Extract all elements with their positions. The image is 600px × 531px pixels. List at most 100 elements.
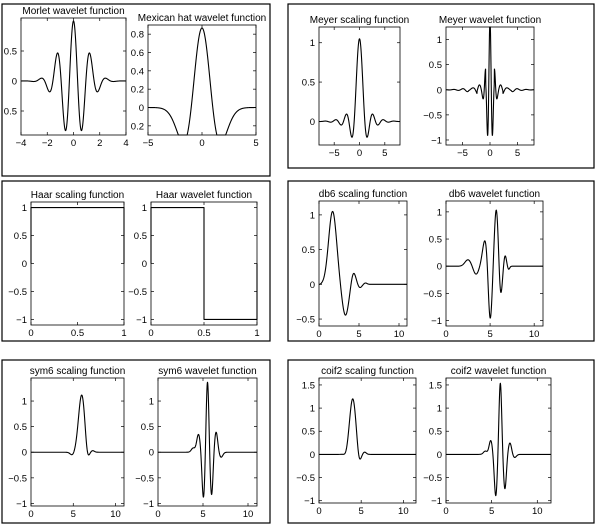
wavelet-curve-morlet bbox=[20, 20, 127, 132]
y-tick-label: −0.5 bbox=[296, 473, 315, 484]
y-tick-label: 0.5 bbox=[429, 60, 442, 71]
y-tick-label: −1 bbox=[431, 496, 442, 507]
x-tick-label: 10 bbox=[394, 329, 405, 340]
y-tick-label: 1.5 bbox=[429, 380, 442, 391]
chart-coif2_phi: coif2 scaling function 0 5 10 1.5 1 0.5 0 −0.5 −1 bbox=[296, 366, 417, 517]
y-tick-label: −0.5 bbox=[423, 473, 442, 484]
y-tick-label: 1 bbox=[437, 404, 442, 415]
x-tick-label: 0 bbox=[71, 138, 76, 149]
axes-frame bbox=[20, 17, 127, 136]
panel-frame bbox=[287, 359, 595, 524]
panel-frame bbox=[1, 180, 271, 342]
panel-frame bbox=[1, 3, 271, 177]
x-tick-label: −5 bbox=[457, 148, 468, 159]
chart-sym6_psi: sym6 wavelet function 0 5 10 1 0.5 0 −0.5 −1 bbox=[135, 366, 258, 520]
y-tick-label: 1 bbox=[437, 35, 442, 46]
y-tick-label: 0 bbox=[437, 450, 442, 461]
x-tick-label: 0 bbox=[443, 506, 448, 517]
wavelet-curve-sym6_phi bbox=[30, 394, 125, 456]
y-tick-label: −0.5 bbox=[296, 315, 315, 326]
wavelet-curve-haar_phi bbox=[30, 207, 125, 264]
axes-frame bbox=[445, 200, 544, 327]
y-tick-label: −0.5 bbox=[423, 110, 442, 121]
y-tick-label: 0 bbox=[142, 259, 147, 270]
chart-title: db6 scaling function bbox=[319, 189, 407, 200]
y-tick-label: −1 bbox=[16, 499, 27, 510]
y-tick-label: 0 bbox=[22, 259, 27, 270]
axes-frame bbox=[30, 201, 125, 326]
y-tick-label: 0 bbox=[437, 85, 442, 96]
y-tick-label: 0 bbox=[149, 448, 154, 459]
x-tick-label: 2 bbox=[97, 138, 102, 149]
x-tick-label: 0 bbox=[316, 506, 321, 517]
x-tick-label: 0 bbox=[148, 328, 153, 339]
y-tick-label: 0.5 bbox=[4, 107, 17, 118]
panel-frame bbox=[1, 359, 271, 524]
chart-haar_phi: Haar scaling function 0 0.5 1 1 0.5 0 −0.5 −1 bbox=[8, 190, 126, 339]
chart-title: Meyer scaling function bbox=[310, 15, 410, 26]
y-tick-label: 0.2 bbox=[131, 85, 144, 96]
chart-meyer_psi: Meyer wavelet function −5 0 5 1 0.5 0 −0.5 −1 bbox=[423, 15, 541, 159]
y-tick-label: 0.5 bbox=[429, 427, 442, 438]
y-tick-label: −0.5 bbox=[135, 473, 154, 484]
x-tick-label: 0 bbox=[443, 329, 448, 340]
x-tick-label: 5 bbox=[356, 329, 361, 340]
y-tick-label: 0.5 bbox=[134, 231, 147, 242]
panel-frame bbox=[287, 180, 595, 342]
chart-meyer_phi: Meyer scaling function −5 0 5 1 0.5 0 bbox=[302, 15, 409, 159]
x-tick-label: 0 bbox=[487, 148, 492, 159]
chart-title: Haar scaling function bbox=[31, 190, 124, 201]
x-tick-label: 5 bbox=[359, 506, 364, 517]
y-tick-label: 0.5 bbox=[14, 422, 27, 433]
chart-coif2_psi: coif2 wavelet function 0 5 10 1.5 1 0.5 0 −0.5 −1 bbox=[423, 366, 552, 517]
y-tick-label: 1 bbox=[142, 203, 147, 214]
x-tick-label: 5 bbox=[253, 138, 258, 149]
y-tick-label: 1 bbox=[22, 397, 27, 408]
y-tick-label: 1 bbox=[22, 203, 27, 214]
x-tick-label: 5 bbox=[489, 506, 494, 517]
y-tick-label: 1 bbox=[437, 207, 442, 218]
panel-frame bbox=[287, 3, 595, 169]
y-tick-label: 1.5 bbox=[302, 380, 315, 391]
wavelet-curve-mexhat bbox=[147, 27, 257, 136]
y-tick-label: 0 bbox=[310, 280, 315, 291]
x-tick-label: 0 bbox=[28, 509, 33, 520]
axes-frame bbox=[30, 377, 125, 507]
y-tick-label: −1 bbox=[304, 496, 315, 507]
x-tick-label: 0.5 bbox=[71, 328, 84, 339]
x-tick-label: 1 bbox=[254, 328, 259, 339]
chart-title: coif2 scaling function bbox=[321, 366, 414, 377]
wavelet-curve-haar_psi bbox=[150, 207, 258, 320]
axes-frame bbox=[445, 26, 535, 146]
chart-title: Morlet wavelet function bbox=[22, 6, 124, 17]
axes-frame bbox=[445, 377, 552, 504]
y-tick-label: 0.5 bbox=[141, 422, 154, 433]
y-tick-label: 0.5 bbox=[302, 78, 315, 89]
y-tick-label: −1 bbox=[143, 499, 154, 510]
x-tick-label: 0 bbox=[199, 138, 204, 149]
y-tick-label: 0.5 bbox=[14, 231, 27, 242]
x-tick-label: 10 bbox=[529, 329, 540, 340]
x-tick-label: 0 bbox=[155, 509, 160, 520]
chart-title: Mexican hat wavelet function bbox=[138, 13, 266, 24]
y-tick-label: 0.8 bbox=[131, 30, 144, 41]
chart-title: Haar wavelet function bbox=[156, 190, 252, 201]
y-tick-label: 1 bbox=[310, 404, 315, 415]
y-tick-label: −1 bbox=[431, 316, 442, 327]
y-tick-label: 0 bbox=[139, 103, 144, 114]
y-tick-label: 0.5 bbox=[4, 47, 17, 58]
wavelet-curve-meyer_psi bbox=[445, 26, 535, 136]
y-tick-label: 0 bbox=[437, 262, 442, 273]
chart-mexhat: Mexican hat wavelet function −5 0 5 0.8 0.6 0.… bbox=[131, 13, 266, 149]
y-tick-label: 0 bbox=[22, 448, 27, 459]
x-tick-label: 10 bbox=[110, 509, 121, 520]
y-tick-label: 0.2 bbox=[131, 121, 144, 132]
x-tick-label: 5 bbox=[515, 148, 520, 159]
chart-title: Meyer wavelet function bbox=[439, 15, 541, 26]
x-tick-label: 5 bbox=[71, 509, 76, 520]
x-tick-label: 4 bbox=[123, 138, 128, 149]
